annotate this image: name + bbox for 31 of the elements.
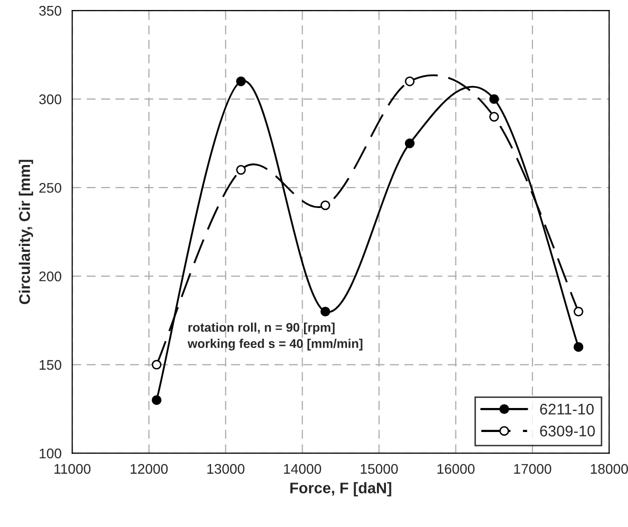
x-tick-label: 13000 (207, 464, 244, 474)
point (574, 306, 584, 316)
annotation: rotation roll, n = 90 [rpm] working feed s = 40 [mm/min] (188, 322, 362, 351)
legend-label: 6309-10 (540, 426, 595, 436)
y-tick-label: 100 (40, 448, 62, 458)
point (489, 112, 499, 122)
point (236, 76, 246, 86)
point (320, 200, 330, 210)
x-tick-label: 12000 (130, 464, 168, 474)
y-tick-label: 250 (39, 182, 62, 193)
y-tick-label: 200 (39, 271, 62, 282)
x-tick-label: 17000 (514, 464, 552, 474)
y-tick-label: 150 (40, 360, 62, 370)
y-tick-label: 350 (39, 6, 62, 16)
x-tick-label: 18000 (590, 464, 628, 474)
legend-label: 6211-10 (540, 404, 594, 415)
point (236, 165, 246, 175)
point (320, 306, 330, 316)
point (574, 342, 584, 352)
point (404, 138, 415, 148)
x-tick-label: 15000 (360, 464, 398, 474)
x-axis-title: Force, F [daN] (290, 482, 392, 496)
point (152, 395, 162, 405)
point (489, 94, 499, 104)
y-tick-label: 300 (39, 94, 62, 104)
y-axis-title: Circularity, Cir [mm] (18, 160, 34, 304)
x-tick-label: 16000 (438, 464, 475, 474)
x-tick-label: 11000 (54, 464, 90, 474)
point (152, 360, 162, 370)
point (404, 76, 415, 86)
x-tick-label: 14000 (284, 464, 322, 474)
